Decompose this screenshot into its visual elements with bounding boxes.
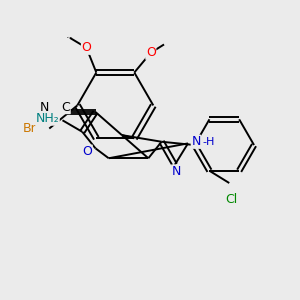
Text: -H: -H (203, 137, 215, 147)
Text: NH₂: NH₂ (35, 112, 59, 125)
Text: O: O (82, 145, 92, 158)
Text: N: N (172, 165, 181, 178)
Text: Cl: Cl (225, 193, 237, 206)
Text: N: N (191, 135, 201, 148)
Text: O: O (146, 46, 156, 59)
Text: Br: Br (22, 122, 36, 135)
Text: O: O (82, 41, 92, 54)
Text: C: C (61, 100, 70, 114)
Text: N: N (40, 100, 49, 114)
Text: methoxy: methoxy (67, 37, 73, 38)
